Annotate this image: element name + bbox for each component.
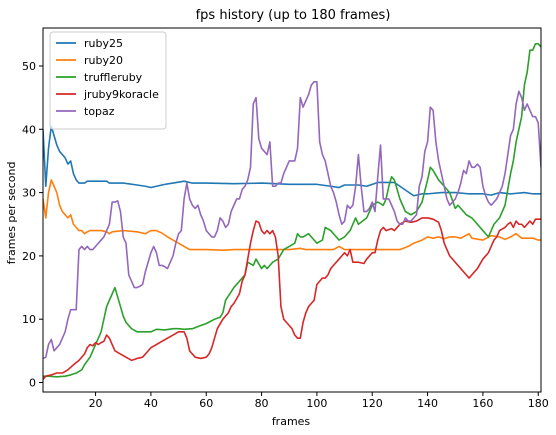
x-tick-label: 40	[144, 397, 158, 410]
x-tick-label: 60	[199, 397, 213, 410]
x-tick-label: 80	[255, 397, 269, 410]
legend-label-ruby20: ruby20	[84, 54, 123, 67]
series-line-ruby25	[43, 125, 541, 197]
plot-area	[43, 43, 541, 380]
series-line-truffleruby	[43, 43, 541, 378]
x-axis-label: frames	[272, 415, 311, 428]
y-tick-label: 20	[22, 250, 36, 263]
legend-label-topaz: topaz	[84, 105, 115, 118]
series-line-ruby20	[43, 179, 541, 251]
legend-label-jruby9koracle: jruby9koracle	[83, 88, 159, 101]
x-tick-label: 20	[89, 397, 103, 410]
y-tick-label: 30	[22, 187, 36, 200]
legend-box	[49, 31, 167, 130]
y-tick-label: 10	[22, 313, 36, 326]
y-axis-label: frames per second	[5, 162, 18, 265]
y-tick-label: 50	[22, 60, 36, 73]
series-line-topaz	[43, 81, 541, 360]
legend-label-truffleruby: truffleruby	[84, 71, 143, 84]
y-tick-label: 0	[29, 377, 36, 390]
x-tick-label: 100	[306, 397, 327, 410]
x-tick-label: 140	[417, 397, 438, 410]
legend-label-ruby25: ruby25	[84, 37, 123, 50]
x-tick-label: 120	[362, 397, 383, 410]
series-line-jruby9koracle	[43, 217, 541, 380]
x-tick-label: 180	[528, 397, 549, 410]
plot-frame	[42, 27, 542, 393]
x-tick-label: 160	[472, 397, 493, 410]
legend: ruby25 ruby20 truffleruby jruby9koracle topa…	[49, 31, 167, 130]
y-tick-label: 40	[22, 123, 36, 136]
y-axis: 0 10 20 30 40 50	[22, 60, 43, 390]
x-axis: 20 40 60 80 100 120 140 160 180	[89, 392, 549, 410]
chart-title: fps history (up to 180 frames)	[196, 8, 391, 23]
